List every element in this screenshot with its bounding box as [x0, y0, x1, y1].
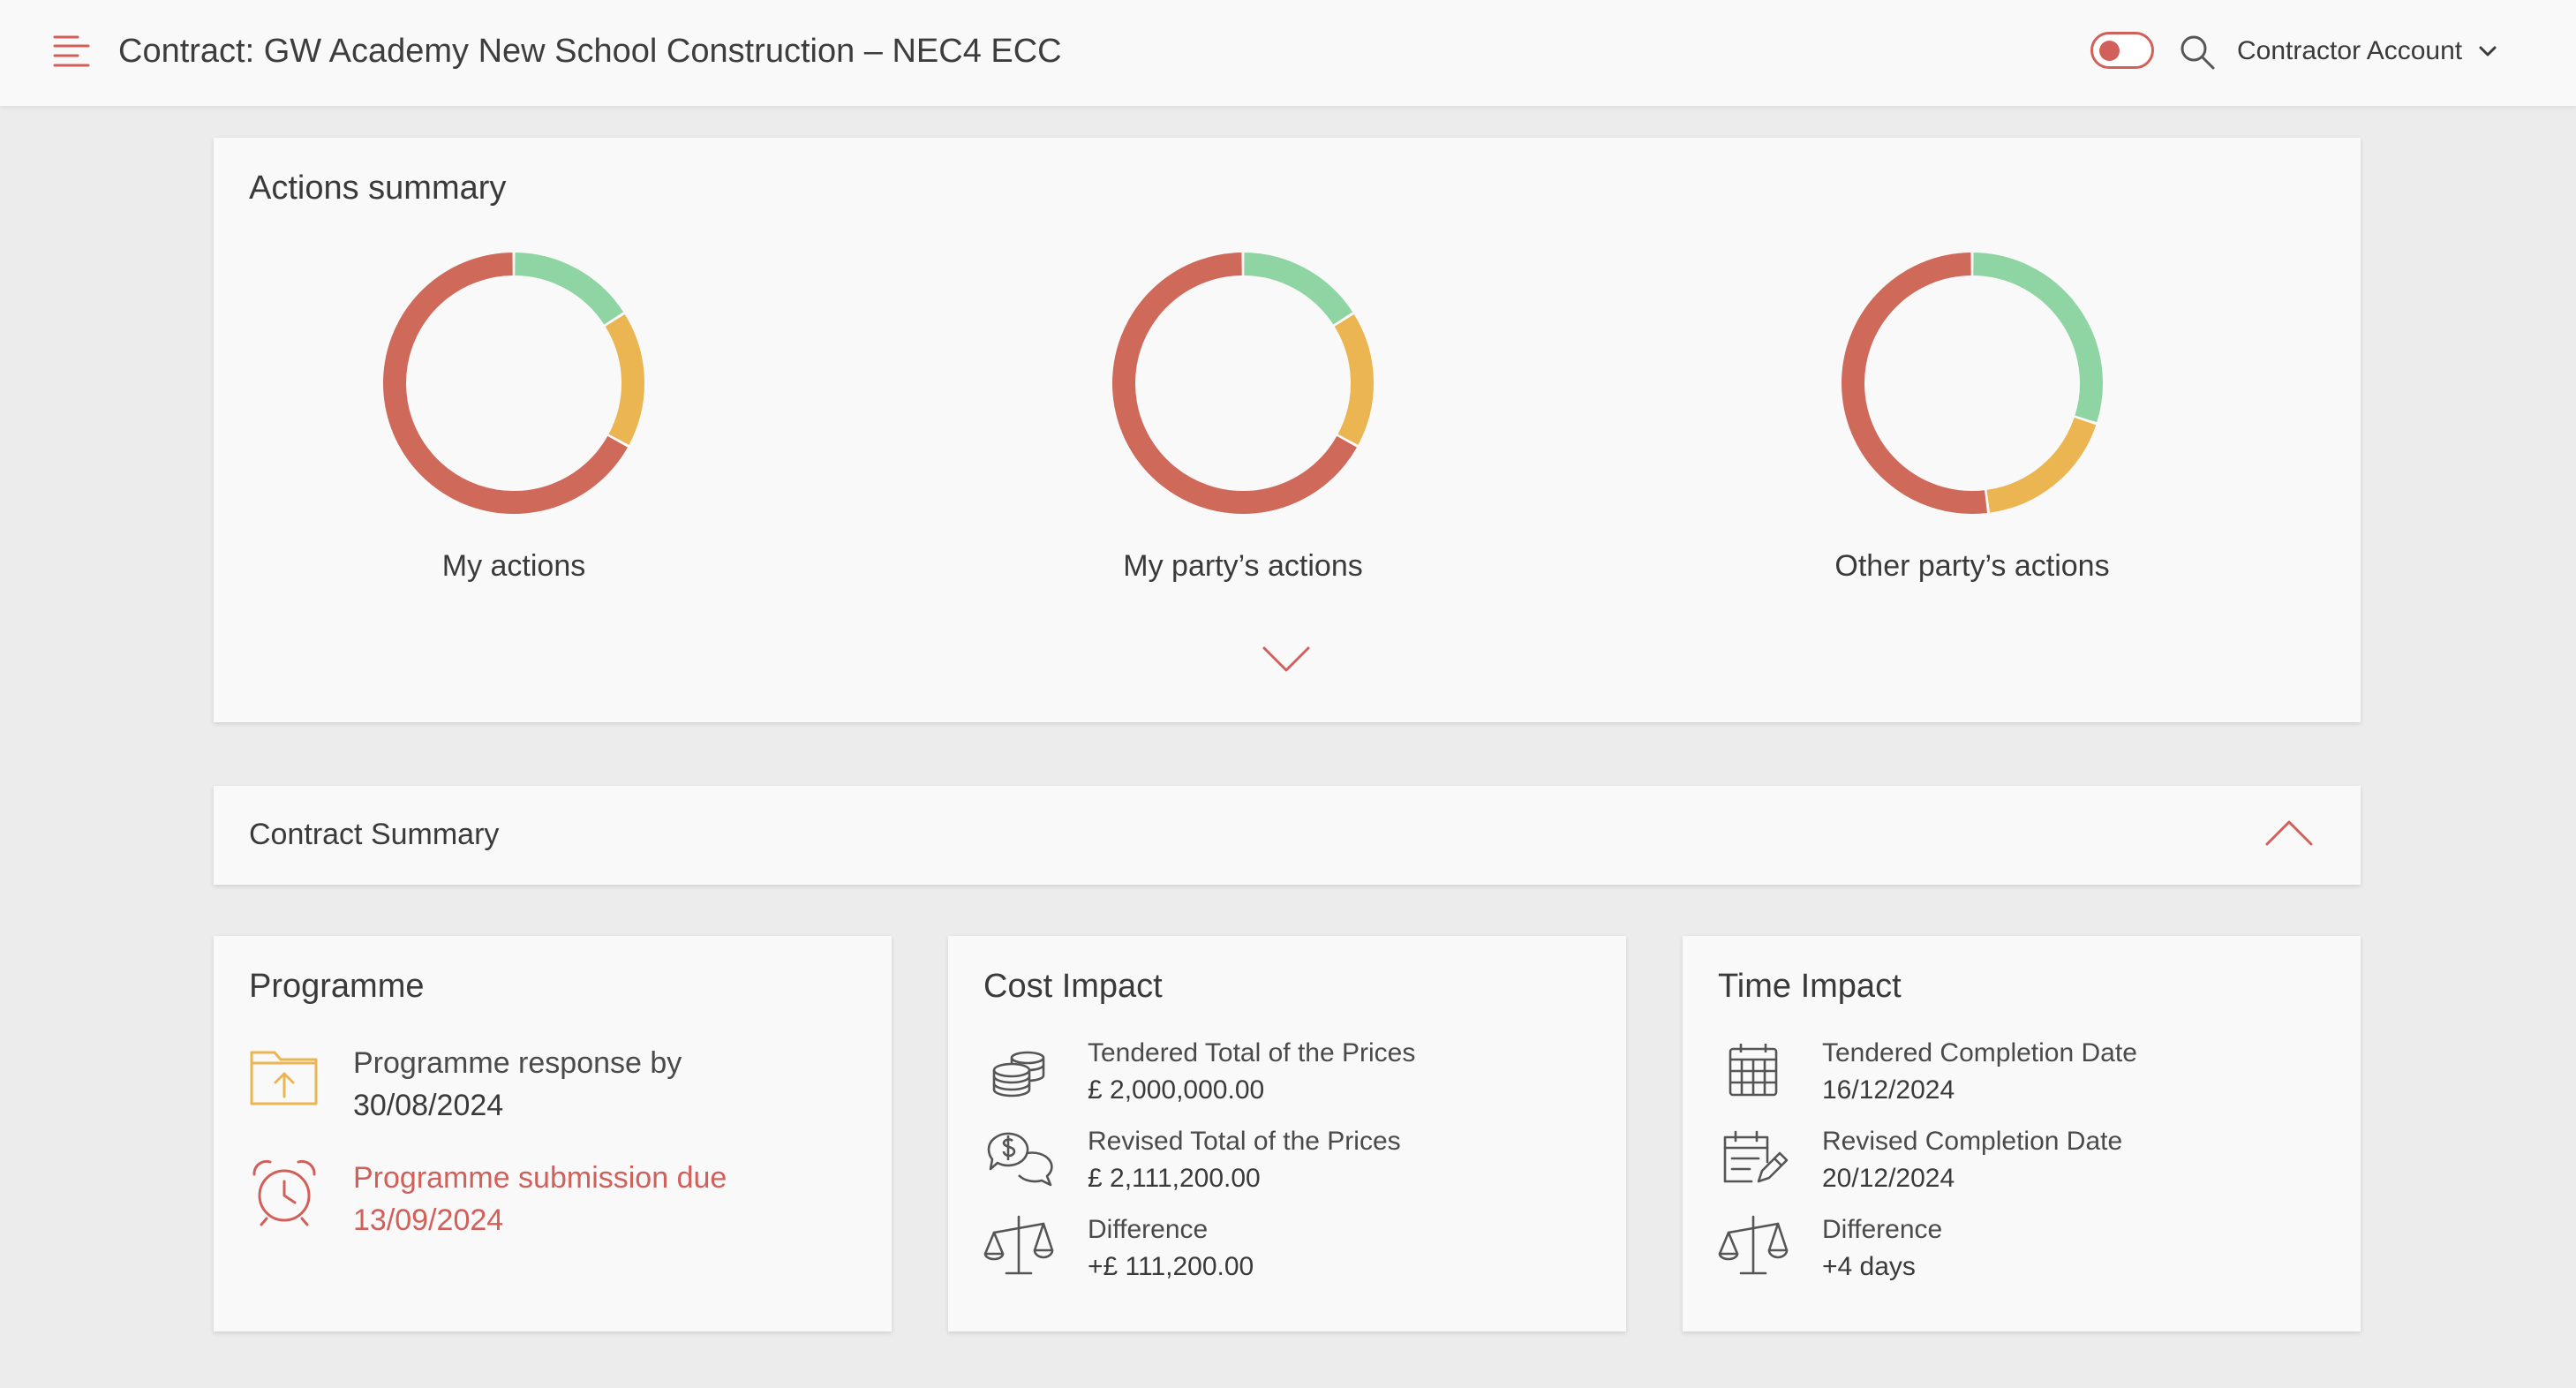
cost-impact-card: Cost Impact Tendered Total of the Prices…: [948, 936, 1626, 1331]
calendar-icon: [1729, 1044, 1778, 1097]
scales-icon: [983, 1215, 1054, 1275]
menu-icon[interactable]: [51, 34, 92, 69]
cost-impact-title: Cost Impact: [983, 968, 1163, 1005]
money-chat-icon: [987, 1132, 1053, 1187]
contract-summary-title: Contract Summary: [249, 818, 500, 851]
cost-tendered-label: Tendered Total of the Prices: [1088, 1038, 1416, 1067]
donut-chart: [1112, 253, 1374, 514]
cost-tendered-row: Tendered Total of the Prices £ 2,000,000…: [983, 1035, 1415, 1109]
time-tendered-label: Tendered Completion Date: [1822, 1038, 2137, 1067]
donut-my-party-actions[interactable]: My party’s actions: [934, 251, 1552, 584]
time-impact-title: Time Impact: [1718, 968, 1902, 1005]
chevron-up-icon[interactable]: [2263, 818, 2315, 848]
programme-response-row: Programme response by 30/08/2024: [249, 1042, 682, 1127]
cost-revised-label: Revised Total of the Prices: [1088, 1127, 1401, 1156]
search-icon[interactable]: [2179, 34, 2216, 71]
donut-my-actions[interactable]: My actions: [205, 251, 823, 584]
time-difference-value: +4 days: [1822, 1252, 1916, 1281]
donut-segment-yellow: [605, 314, 644, 445]
cost-tendered-value: £ 2,000,000.00: [1088, 1075, 1265, 1105]
cost-revised-value: £ 2,111,200.00: [1088, 1164, 1261, 1193]
toggle-knob: [2099, 41, 2120, 61]
coins-stack-icon: [992, 1051, 1045, 1098]
page-title: Contract: GW Academy New School Construc…: [118, 33, 1062, 70]
programme-title: Programme: [249, 968, 425, 1005]
donut-segment-yellow: [1986, 417, 2097, 513]
theme-toggle[interactable]: [2090, 32, 2154, 69]
donut-chart: [1842, 253, 2103, 514]
donut-label: My party’s actions: [1123, 549, 1363, 583]
donut-segment-red: [383, 253, 628, 514]
donut-other-party-actions[interactable]: Other party’s actions: [1663, 251, 2281, 584]
time-tendered-row: Tendered Completion Date 16/12/2024: [1718, 1035, 2137, 1109]
programme-card: Programme Programme response by 30/08/20…: [214, 936, 892, 1331]
time-revised-value: 20/12/2024: [1822, 1164, 1955, 1193]
programme-submission-date: 13/09/2024: [353, 1203, 504, 1237]
account-menu[interactable]: Contractor Account: [2237, 26, 2497, 76]
programme-submission-row: Programme submission due 13/09/2024: [249, 1157, 727, 1241]
contract-summary-bar[interactable]: Contract Summary: [214, 786, 2361, 885]
cost-difference-row: Difference +£ 111,200.00: [983, 1211, 1254, 1286]
time-revised-row: Revised Completion Date 20/12/2024: [1718, 1123, 2122, 1197]
alarm-clock-icon: [252, 1159, 316, 1226]
account-label: Contractor Account: [2237, 36, 2463, 65]
donut-segment-yellow: [1334, 314, 1374, 445]
cost-revised-row: Revised Total of the Prices £ 2,111,200.…: [983, 1123, 1401, 1197]
donut-segment-green: [1243, 253, 1353, 325]
donut-chart: [383, 253, 644, 514]
programme-submission-label: Programme submission due: [353, 1161, 727, 1195]
time-revised-label: Revised Completion Date: [1822, 1127, 2123, 1156]
programme-response-date: 30/08/2024: [353, 1089, 504, 1122]
top-bar: Contract: GW Academy New School Construc…: [0, 0, 2576, 106]
actions-summary-card: Actions summary My actions My party’s ac…: [214, 138, 2361, 722]
programme-response-label: Programme response by: [353, 1046, 682, 1080]
time-difference-row: Difference +4 days: [1718, 1211, 1942, 1286]
cost-difference-label: Difference: [1088, 1215, 1209, 1244]
donut-segment-red: [1112, 253, 1357, 514]
expand-chevron-icon[interactable]: [1261, 645, 1312, 675]
donut-label: Other party’s actions: [1834, 549, 2110, 583]
calendar-edit-icon: [1723, 1130, 1789, 1183]
time-impact-card: Time Impact Tendered Completion Date 16/…: [1683, 936, 2361, 1331]
donut-segment-red: [1842, 253, 1987, 514]
donut-label: My actions: [441, 549, 586, 583]
cost-difference-value: +£ 111,200.00: [1088, 1252, 1254, 1281]
donut-segment-green: [514, 253, 624, 325]
folder-upload-icon: [250, 1051, 318, 1105]
donut-segment-green: [1973, 253, 2103, 423]
chevron-down-icon: [2479, 46, 2497, 57]
actions-summary-title: Actions summary: [249, 170, 507, 207]
scales-icon: [1718, 1215, 1789, 1275]
time-difference-label: Difference: [1822, 1215, 1943, 1244]
time-tendered-value: 16/12/2024: [1822, 1075, 1955, 1105]
